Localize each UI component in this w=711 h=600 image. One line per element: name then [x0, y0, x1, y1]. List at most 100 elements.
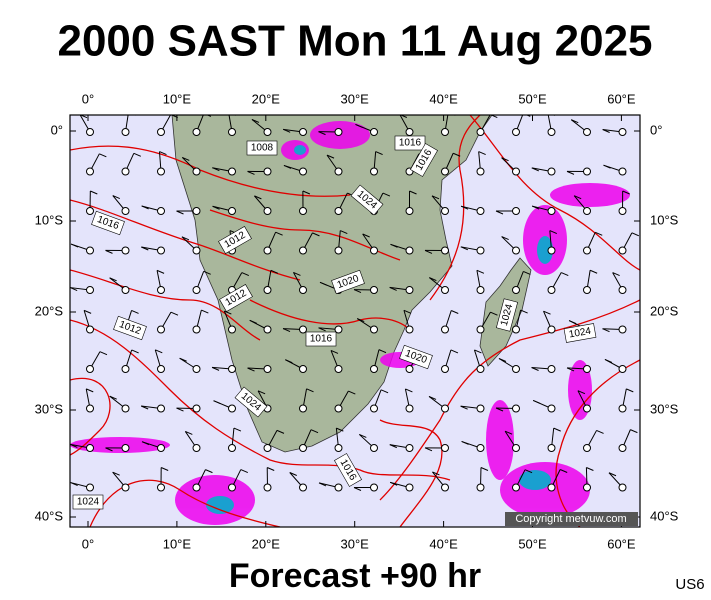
- isobar-label-box: [350, 184, 384, 216]
- barb-station: [157, 286, 165, 294]
- barb-station: [370, 128, 378, 136]
- barb-flag: [405, 388, 413, 393]
- barb-station: [583, 286, 591, 294]
- isobar-label: 1024: [495, 298, 519, 332]
- barb-flag: [257, 390, 266, 395]
- barb-flag: [452, 152, 461, 157]
- barb-flag: [612, 272, 620, 277]
- barb-station: [370, 404, 378, 413]
- africa-land: [171, 115, 493, 453]
- lon-label-bottom: 30°E: [341, 536, 370, 551]
- barb-flag: [460, 205, 469, 210]
- barb-flag: [577, 390, 586, 395]
- barb-station: [476, 286, 485, 294]
- barb-flag: [99, 153, 107, 158]
- barb-station: [441, 444, 449, 452]
- isobar-label-box: [334, 453, 362, 487]
- barb-station: [405, 444, 414, 452]
- barb-station: [86, 325, 94, 334]
- barb-station: [121, 365, 130, 373]
- barb-station: [86, 444, 94, 452]
- barb-flag: [553, 427, 561, 432]
- lat-label-left: 0°: [51, 122, 63, 137]
- barb-flag: [602, 129, 610, 133]
- barb-flag: [155, 349, 163, 354]
- barb-flag: [285, 359, 293, 364]
- lon-label-top: 20°E: [252, 91, 281, 106]
- barb-flag: [357, 318, 365, 323]
- barb-flag: [293, 271, 301, 276]
- barb-station: [299, 246, 307, 255]
- isobar-label-box: [91, 210, 125, 236]
- barb-flag: [451, 310, 459, 314]
- barb-flag: [224, 310, 232, 315]
- barb-station: [405, 207, 414, 215]
- barb-station: [86, 483, 94, 492]
- barb-flag: [478, 151, 486, 156]
- barb-station: [441, 325, 449, 334]
- barb-station: [583, 167, 591, 176]
- barb-flag: [302, 190, 311, 195]
- barb-flag: [203, 270, 211, 275]
- barb-station: [86, 404, 94, 413]
- barb-flag: [141, 246, 149, 251]
- barb-station: [370, 286, 378, 294]
- barb-station: [157, 404, 165, 413]
- barb-station: [618, 483, 627, 492]
- barb-station: [441, 365, 449, 373]
- isobar-label-text: 1024: [568, 326, 592, 341]
- copyright: Copyright metvuw.com: [515, 513, 626, 525]
- barb-flag: [201, 309, 209, 314]
- barb-station: [86, 167, 94, 176]
- barb-flag: [622, 190, 630, 195]
- forecast-label: Forecast +90 hr: [229, 557, 481, 595]
- isobar-label: 1020: [331, 269, 365, 295]
- barb-station: [121, 128, 130, 136]
- barb-flag: [568, 320, 577, 325]
- barb-station: [441, 167, 449, 176]
- barb-flag: [566, 170, 575, 175]
- barb-flag: [289, 472, 297, 476]
- barb-station: [405, 286, 414, 294]
- barb-station: [299, 365, 307, 373]
- isobar-label-box: [218, 226, 252, 254]
- barb-flag: [282, 328, 291, 333]
- barb-station: [512, 286, 520, 294]
- barb-station: [547, 128, 556, 136]
- barb-station: [192, 167, 201, 176]
- isobar-label-box: [234, 386, 268, 418]
- barb-station: [583, 483, 591, 492]
- barb-flag: [206, 115, 212, 117]
- barb-flag: [99, 351, 108, 356]
- labels: 0° 0° 10°E 10°E 20°E 20°E 30°E 30°E 40°E 40°E 50°E…: [35, 91, 679, 551]
- isobar-label: 1024: [72, 494, 104, 510]
- barb-station: [547, 483, 556, 492]
- barb-station: [476, 207, 485, 215]
- barb-flag: [318, 482, 327, 487]
- barb-flag: [282, 128, 291, 133]
- barb-flag: [525, 115, 531, 117]
- barb-station: [547, 286, 556, 294]
- lon-label-bottom: 40°E: [429, 536, 458, 551]
- heavy-precipitation: [206, 145, 553, 514]
- barb-flag: [595, 231, 603, 236]
- barb-flag: [460, 405, 468, 410]
- barb-flag: [353, 487, 362, 491]
- barb-flag: [283, 164, 292, 169]
- barb-station: [618, 128, 627, 136]
- barb-flag: [105, 249, 113, 254]
- isobar-label-box: [113, 315, 147, 341]
- barb-flag: [330, 349, 339, 354]
- barb-station: [299, 167, 307, 176]
- barb-flag: [461, 440, 469, 445]
- barb-flag: [176, 407, 184, 412]
- barb-station: [228, 325, 236, 334]
- barb-station: [618, 404, 627, 413]
- barb-station: [192, 128, 201, 136]
- barb-flag: [490, 311, 498, 316]
- barb-station: [476, 325, 485, 334]
- barb-flag: [276, 429, 285, 434]
- barb-station: [441, 128, 449, 136]
- barb-flag: [450, 349, 459, 354]
- barb-station: [228, 167, 236, 176]
